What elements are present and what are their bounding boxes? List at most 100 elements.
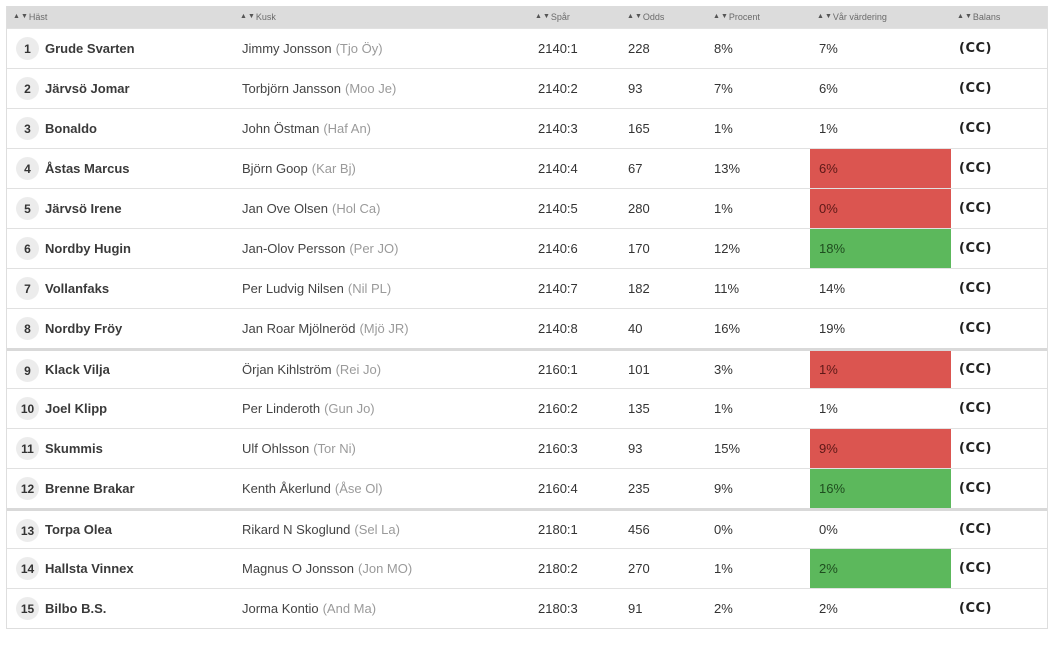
sort-header-spar[interactable]: ▲ ▼ Spår xyxy=(535,12,570,22)
column-label: Spår xyxy=(550,12,570,22)
table-row[interactable]: 11 Skummis Ulf Ohlsson (Tor Ni) 2160:3 9… xyxy=(7,428,1047,468)
sort-header-odds[interactable]: ▲ ▼ Odds xyxy=(627,12,664,22)
driver-name[interactable]: Jan Ove Olsen xyxy=(242,201,328,216)
odds-value: 170 xyxy=(628,241,650,256)
horse-name[interactable]: Brenne Brakar xyxy=(45,481,135,496)
procent-value: 8% xyxy=(714,41,733,56)
table-row[interactable]: 10 Joel Klipp Per Linderoth (Gun Jo) 216… xyxy=(7,388,1047,428)
driver-name[interactable]: Björn Goop xyxy=(242,161,308,176)
odds-value: 235 xyxy=(628,481,650,496)
table-row[interactable]: 3 Bonaldo John Östman (Haf An) 2140:3 16… xyxy=(7,108,1047,148)
table-row[interactable]: 1 Grude Svarten Jimmy Jonsson (Tjo Öy) 2… xyxy=(7,28,1047,68)
horse-name[interactable]: Grude Svarten xyxy=(45,41,135,56)
odds-value: 456 xyxy=(628,522,650,537)
table-row[interactable]: 14 Hallsta Vinnex Magnus O Jonsson (Jon … xyxy=(7,548,1047,588)
odds-value: 101 xyxy=(628,362,650,377)
horse-name[interactable]: Hallsta Vinnex xyxy=(45,561,134,576)
odds-value: 93 xyxy=(628,441,643,456)
start-number-badge: 1 xyxy=(16,37,39,60)
driver-cell: John Östman (Haf An) xyxy=(242,109,371,148)
odds-value: 280 xyxy=(628,201,650,216)
horse-name[interactable]: Vollanfaks xyxy=(45,281,110,296)
driver-name[interactable]: Magnus O Jonsson xyxy=(242,561,355,576)
start-number-badge: 14 xyxy=(16,557,39,580)
column-label: Häst xyxy=(28,12,48,22)
horse-name[interactable]: Joel Klipp xyxy=(45,401,108,416)
driver-cell: Magnus O Jonsson (Jon MO) xyxy=(242,549,412,588)
horse-name[interactable]: Järvsö Jomar xyxy=(45,81,130,96)
table-row[interactable]: 15 Bilbo B.S. Jorma Kontio (And Ma) 2180… xyxy=(7,588,1047,628)
driver-name[interactable]: Per Linderoth xyxy=(242,401,321,416)
driver-cell: Björn Goop (Kar Bj) xyxy=(242,149,356,188)
driver-name[interactable]: Per Ludvig Nilsen xyxy=(242,281,344,296)
balans-value: (CC) xyxy=(959,81,992,96)
spar-value: 2160:1 xyxy=(538,362,578,377)
balans-value: (CC) xyxy=(959,561,992,576)
horse-name[interactable]: Bonaldo xyxy=(45,121,97,136)
driver-name[interactable]: Kenth Åkerlund xyxy=(242,481,331,496)
horse-name[interactable]: Skummis xyxy=(45,441,103,456)
driver-name[interactable]: Ulf Ohlsson xyxy=(242,441,310,456)
horse-name[interactable]: Åstas Marcus xyxy=(45,161,130,176)
var-vardering-value: 1% xyxy=(819,401,838,416)
sort-arrows-icon: ▲ ▼ xyxy=(817,13,832,20)
sort-header-balans[interactable]: ▲ ▼ Balans xyxy=(957,12,1000,22)
trainer-abbr: (Tor Ni) xyxy=(313,441,356,456)
sort-header-hast[interactable]: ▲ ▼ Häst xyxy=(13,12,47,22)
var-vardering-value: 14% xyxy=(819,281,846,296)
procent-value: 0% xyxy=(714,522,733,537)
driver-name[interactable]: Torbjörn Jansson xyxy=(242,81,341,96)
driver-cell: Jan Roar Mjölneröd (Mjö JR) xyxy=(242,309,409,348)
horse-name[interactable]: Järvsö Irene xyxy=(45,201,122,216)
sort-header-procent[interactable]: ▲ ▼ Procent xyxy=(713,12,760,22)
balans-value: (CC) xyxy=(959,321,992,336)
horse-name[interactable]: Nordby Fröy xyxy=(45,321,123,336)
table-row[interactable]: 8 Nordby Fröy Jan Roar Mjölneröd (Mjö JR… xyxy=(7,308,1047,348)
driver-name[interactable]: Jimmy Jonsson xyxy=(242,41,332,56)
driver-name[interactable]: John Östman xyxy=(242,121,320,136)
table-row[interactable]: 6 Nordby Hugin Jan-Olov Persson (Per JO)… xyxy=(7,228,1047,268)
procent-value: 12% xyxy=(714,241,741,256)
driver-cell: Rikard N Skoglund (Sel La) xyxy=(242,511,400,548)
table-row[interactable]: 2 Järvsö Jomar Torbjörn Jansson (Moo Je)… xyxy=(7,68,1047,108)
horse-name[interactable]: Bilbo B.S. xyxy=(45,601,107,616)
start-number-badge: 7 xyxy=(16,277,39,300)
start-number-badge: 4 xyxy=(16,157,39,180)
spar-value: 2140:8 xyxy=(538,321,578,336)
driver-name[interactable]: Jan-Olov Persson xyxy=(242,241,346,256)
column-label: Vår värdering xyxy=(832,12,887,22)
procent-value: 2% xyxy=(714,601,733,616)
driver-name[interactable]: Örjan Kihlström xyxy=(242,362,332,377)
horse-name[interactable]: Klack Vilja xyxy=(45,362,110,377)
horse-name[interactable]: Nordby Hugin xyxy=(45,241,131,256)
var-vardering-value: 19% xyxy=(819,321,846,336)
driver-name[interactable]: Jan Roar Mjölneröd xyxy=(242,321,356,336)
sort-arrows-icon: ▲ ▼ xyxy=(535,13,550,20)
table-row[interactable]: 13 Torpa Olea Rikard N Skoglund (Sel La)… xyxy=(7,508,1047,548)
driver-cell: Örjan Kihlström (Rei Jo) xyxy=(242,351,381,388)
procent-value: 1% xyxy=(714,201,733,216)
spar-value: 2160:2 xyxy=(538,401,578,416)
sort-arrows-icon: ▲ ▼ xyxy=(13,13,28,20)
driver-name[interactable]: Rikard N Skoglund xyxy=(242,522,351,537)
start-number-badge: 10 xyxy=(16,397,39,420)
table-row[interactable]: 4 Åstas Marcus Björn Goop (Kar Bj) 2140:… xyxy=(7,148,1047,188)
table-row[interactable]: 5 Järvsö Irene Jan Ove Olsen (Hol Ca) 21… xyxy=(7,188,1047,228)
spar-value: 2180:3 xyxy=(538,601,578,616)
spar-value: 2140:1 xyxy=(538,41,578,56)
balans-value: (CC) xyxy=(959,241,992,256)
var-vardering-value: 2% xyxy=(810,549,951,588)
procent-value: 1% xyxy=(714,561,733,576)
driver-cell: Kenth Åkerlund (Åse Ol) xyxy=(242,469,383,508)
driver-name[interactable]: Jorma Kontio xyxy=(242,601,319,616)
horse-name[interactable]: Torpa Olea xyxy=(45,522,112,537)
table-row[interactable]: 9 Klack Vilja Örjan Kihlström (Rei Jo) 2… xyxy=(7,348,1047,388)
sort-header-var-vardering[interactable]: ▲ ▼ Vår värdering xyxy=(817,12,887,22)
column-label: Kusk xyxy=(255,12,276,22)
odds-value: 67 xyxy=(628,161,643,176)
balans-value: (CC) xyxy=(959,201,992,216)
table-row[interactable]: 7 Vollanfaks Per Ludvig Nilsen (Nil PL) … xyxy=(7,268,1047,308)
sort-header-kusk[interactable]: ▲ ▼ Kusk xyxy=(240,12,276,22)
table-row[interactable]: 12 Brenne Brakar Kenth Åkerlund (Åse Ol)… xyxy=(7,468,1047,508)
spar-value: 2180:1 xyxy=(538,522,578,537)
